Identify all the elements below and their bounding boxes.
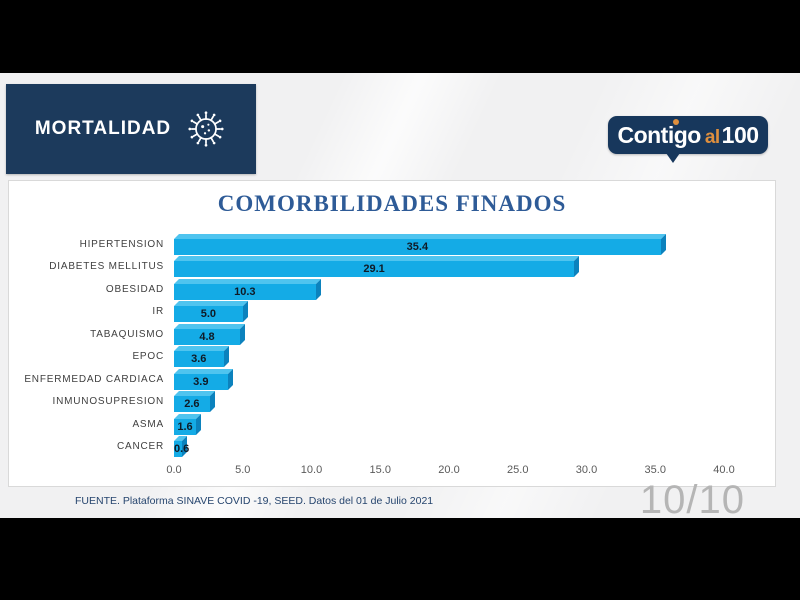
chart-row: OBESIDAD 10.3 [9,278,775,301]
bar-value-label: 0.6 [174,443,190,456]
category-label: ASMA [132,418,164,430]
bar-track: 10.3 [174,278,775,300]
section-header: MORTALIDAD [6,84,256,174]
source-note: FUENTE. Plataforma SINAVE COVID -19, SEE… [75,495,434,507]
category-label: ENFERMEDAD CARDIACA [24,373,164,385]
bar-side-face [242,301,248,323]
bar-track: 4.8 [174,323,775,345]
logo-part-100: 100 [721,121,759,148]
bar-value-label: 2.6 [184,398,200,411]
presentation-slide: MORTALIDAD Contigo al100 [0,73,800,518]
bar-chart: HIPERTENSION 35.4 DIABETES MELLITUS 29.1 OBE… [9,233,775,458]
bar-value-label: 5.0 [200,308,217,321]
bar: 0.6 [174,436,190,458]
bar-track: 35.4 [174,233,775,255]
bar-front-face [174,373,228,390]
x-tick-label: 30.0 [575,464,598,476]
bar-front-face [174,418,196,435]
bar-front-face [174,261,575,278]
category-label: EPOC [132,351,164,363]
bar-side-face [209,391,215,413]
category-label: DIABETES MELLITUS [49,261,164,273]
bar-track: 29.1 [174,256,775,278]
bar-front-face [174,283,316,300]
bar-value-label: 1.6 [177,420,193,433]
bar-track: 1.6 [174,413,775,435]
bar-front-face [174,238,661,255]
chart-row: INMUNOSUPRESION 2.6 [9,391,775,414]
bar-track: 3.9 [174,368,775,390]
category-label: IR [152,306,164,318]
section-title: MORTALIDAD [34,118,172,139]
x-axis: 0.0 5.0 10.0 15.0 20.0 25.0 30.0 35.0 40.0 [166,464,775,482]
x-tick-label: 20.0 [438,464,460,476]
x-tick-label: 25.0 [507,464,529,476]
bar: 35.4 [174,233,666,255]
category-label: OBESIDAD [105,283,164,295]
chart-row: IR 5.0 [9,301,775,324]
chart-row: HIPERTENSION 35.4 [9,233,775,256]
bar-side-face [227,368,233,390]
category-label: INMUNOSUPRESION [52,396,164,408]
chart-row: EPOC 3.6 [9,346,775,369]
bar-side-face [574,256,580,278]
bar-side-face [660,233,666,255]
bar-side-face [196,413,201,435]
bar: 4.8 [174,323,245,345]
bar: 3.9 [174,368,233,390]
logo-part-contigo: Contigo [617,121,701,148]
bar: 3.6 [174,346,229,368]
bar-track: 2.6 [174,391,775,413]
bar-value-label: 3.6 [191,353,207,366]
chart-row: DIABETES MELLITUS 29.1 [9,256,775,279]
bar: 1.6 [174,413,201,435]
contigo-al-100-logo: Contigo al100 [608,116,768,163]
bar-front-face [174,328,240,345]
x-tick-label: 40.0 [713,464,735,476]
logo-text: Contigo al100 [617,118,759,149]
chart-row: ASMA 1.6 [9,413,775,436]
logo-virus-dot-icon [673,118,680,125]
bar-value-label: 10.3 [234,285,256,298]
bar-track: 0.6 [174,436,775,458]
bar-value-label: 29.1 [363,263,385,276]
bar-value-label: 35.4 [406,240,429,253]
category-label: CANCER [116,441,164,453]
bar-front-face [174,396,210,413]
category-label: HIPERTENSION [79,238,164,250]
category-label: TABAQUISMO [90,328,164,340]
logo-part-al: al [704,126,720,148]
bar: 29.1 [174,256,580,278]
bar-side-face [315,278,321,300]
bar-track: 5.0 [174,301,775,323]
virus-icon [188,111,224,147]
logo-speech-tail [666,153,680,163]
bar: 10.3 [174,278,321,300]
x-tick-label: 0.0 [166,464,182,476]
x-tick-label: 5.0 [235,464,251,476]
page-indicator: 10/10 [639,478,745,518]
x-tick-label: 35.0 [644,464,666,476]
bar-side-face [240,323,245,345]
bar-front-face [174,306,243,323]
chart-row: ENFERMEDAD CARDIACA 3.9 [9,368,775,391]
bar-front-face [174,351,224,368]
chart-row: CANCER 0.6 [9,436,775,459]
bar-value-label: 4.8 [199,330,215,343]
chart-row: TABAQUISMO 4.8 [9,323,775,346]
chart-panel: COMORBILIDADES FINADOS HIPERTENSION 35.4 D… [8,180,776,487]
x-tick-label: 10.0 [300,464,323,476]
bar-front-face [174,441,183,458]
bar: 2.6 [174,391,215,413]
bar-track: 3.6 [174,346,775,368]
bar-side-face [223,346,229,368]
chart-title: COMORBILIDADES FINADOS [217,191,567,216]
bar: 5.0 [174,301,248,323]
x-tick-label: 15.0 [369,464,391,476]
bar-value-label: 3.9 [193,375,209,388]
